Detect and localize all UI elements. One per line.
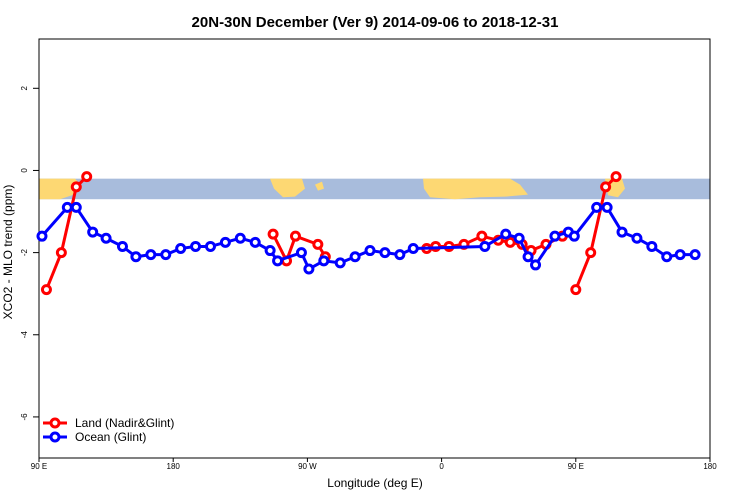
data-point: [70, 181, 82, 193]
data-point: [219, 236, 231, 248]
world-map-strip: [39, 178, 710, 200]
data-point: [689, 249, 701, 261]
data-point: [61, 201, 73, 213]
x-tick-label: 180: [703, 462, 717, 471]
data-point: [100, 232, 112, 244]
x-tick-label: 0: [439, 462, 444, 471]
data-point: [303, 263, 315, 275]
data-point: [585, 247, 597, 259]
legend-land-label: Land (Nadir&Glint): [75, 416, 174, 430]
data-point: [70, 201, 82, 213]
data-point: [504, 236, 516, 248]
data-point: [394, 249, 406, 261]
x-tick-label: 90 W: [298, 462, 317, 471]
data-point: [117, 240, 129, 252]
data-point: [610, 171, 622, 183]
data-point: [661, 251, 673, 263]
series-line: [45, 175, 88, 291]
data-point: [81, 171, 93, 183]
data-point: [295, 247, 307, 259]
x-tick-label: 180: [167, 462, 181, 471]
data-point: [646, 240, 658, 252]
data-point: [160, 249, 172, 261]
map-land-shape: [423, 178, 528, 200]
legend-item-land: Land (Nadir&Glint): [43, 416, 174, 430]
map-land-shape: [270, 178, 305, 198]
chart-title: 20N-30N December (Ver 9) 2014-09-06 to 2…: [192, 14, 559, 31]
data-point: [601, 201, 613, 213]
data-point: [36, 230, 48, 242]
data-point: [513, 232, 525, 244]
data-point: [87, 226, 99, 238]
series-line: [574, 175, 618, 291]
y-tick-label: -6: [20, 413, 29, 421]
data-point: [204, 240, 216, 252]
data-point: [318, 255, 330, 267]
y-axis-label: XCO2 - MLO trend (ppm): [1, 185, 15, 320]
data-point: [349, 251, 361, 263]
data-point: [522, 251, 534, 263]
data-point: [616, 226, 628, 238]
x-axis-label: Longitude (deg E): [327, 476, 422, 490]
map-ocean-band: [39, 178, 710, 200]
x-tick-label: 90 E: [568, 462, 584, 471]
data-point: [600, 181, 612, 193]
map-land-shape: [39, 178, 82, 200]
data-point: [570, 284, 582, 296]
data-point: [379, 247, 391, 259]
data-point: [591, 201, 603, 213]
y-tick-label: 0: [20, 168, 29, 173]
data-point: [631, 232, 643, 244]
series-ocean: [36, 201, 701, 275]
data-point: [145, 249, 157, 261]
y-axis: -6 -4 -2 0 2: [20, 86, 39, 421]
data-point: [130, 251, 142, 263]
legend-ocean-marker: [49, 431, 61, 443]
data-point: [530, 259, 542, 271]
data-point: [267, 228, 279, 240]
legend-ocean-label: Ocean (Glint): [75, 430, 146, 444]
legend-land-marker: [49, 417, 61, 429]
data-point: [334, 257, 346, 269]
data-point: [264, 245, 276, 257]
data-point: [249, 236, 261, 248]
data-point: [190, 240, 202, 252]
y-tick-label: 2: [20, 86, 29, 91]
data-point: [175, 243, 187, 254]
plot-frame: [38, 38, 711, 459]
map-land-shape: [315, 181, 324, 191]
data-point: [476, 230, 488, 242]
data-point: [407, 243, 419, 254]
data-point: [479, 240, 491, 252]
data-point: [289, 230, 301, 242]
data-point: [364, 245, 376, 257]
data-point: [500, 228, 512, 240]
data-point: [272, 255, 284, 267]
data-point: [55, 247, 67, 259]
legend-item-ocean: Ocean (Glint): [43, 430, 146, 444]
data-point: [40, 284, 52, 296]
x-tick-label: 90 E: [31, 462, 47, 471]
data-point: [312, 238, 324, 250]
x-axis: 90 E 180 90 W 0 90 E 180: [31, 458, 717, 471]
legend: Land (Nadir&Glint) Ocean (Glint): [43, 416, 174, 444]
data-point: [234, 232, 246, 244]
y-tick-label: -2: [20, 249, 29, 257]
data-point: [549, 230, 561, 242]
y-tick-label: -4: [20, 331, 29, 339]
data-point: [674, 249, 686, 261]
data-point: [568, 230, 580, 242]
series-layer: [36, 171, 701, 296]
